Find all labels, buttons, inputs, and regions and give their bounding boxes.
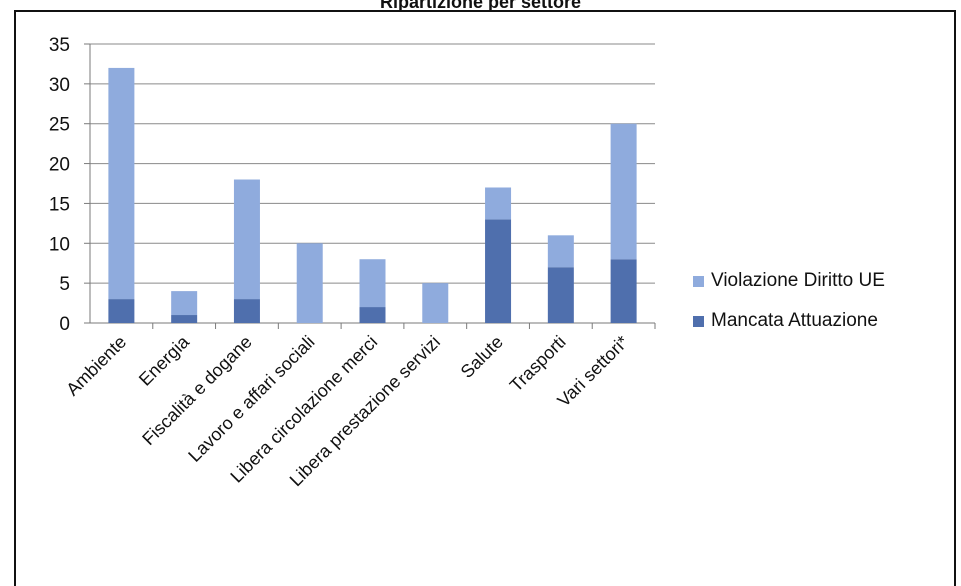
bar-segment <box>359 259 386 308</box>
bar-segment <box>547 267 574 323</box>
category-label: Energia <box>135 331 194 390</box>
y-tick-label: 15 <box>49 194 70 215</box>
bar-segment <box>422 283 449 323</box>
bar-segment <box>359 307 386 323</box>
legend-item-violazione: Violazione Diritto UE <box>693 270 885 292</box>
y-tick-label: 10 <box>49 234 70 255</box>
legend-label-mancata: Mancata Attuazione <box>711 310 878 331</box>
bar-segment <box>296 243 323 323</box>
y-tick-label: 25 <box>49 115 70 136</box>
chart-title: Ripartizione per settore <box>379 0 582 12</box>
y-tick-label: 5 <box>59 274 70 295</box>
bar-segment <box>171 315 198 323</box>
legend-swatch-mancata <box>693 315 704 327</box>
category-label: Lavoro e affari sociali <box>184 332 318 466</box>
bar-segment <box>485 187 512 220</box>
bar-segment <box>108 299 135 323</box>
chart-frame <box>14 10 956 586</box>
chart-legend: Violazione Diritto UE Mancata Attuazione <box>693 270 885 350</box>
bar-segment <box>610 259 637 323</box>
bar-segment <box>547 235 574 268</box>
y-tick-label: 20 <box>49 155 70 176</box>
y-tick-label: 30 <box>49 75 70 96</box>
y-tick-label: 35 <box>49 35 70 56</box>
legend-label-violazione: Violazione Diritto UE <box>711 270 885 291</box>
bar-segment <box>233 299 260 323</box>
bar-segment <box>485 219 512 323</box>
category-label: Salute <box>457 332 507 382</box>
bar-segment <box>171 291 198 316</box>
category-label: Trasporti <box>506 332 570 396</box>
legend-item-mancata: Mancata Attuazione <box>693 310 885 332</box>
category-label: Fiscalità e dogane <box>138 332 255 449</box>
legend-swatch-violazione <box>693 275 704 287</box>
bar-segment <box>108 67 135 300</box>
bar-segment <box>233 179 260 300</box>
y-tick-label: 0 <box>59 314 70 335</box>
bar-segment <box>610 123 637 260</box>
category-label: Ambiente <box>62 332 130 400</box>
